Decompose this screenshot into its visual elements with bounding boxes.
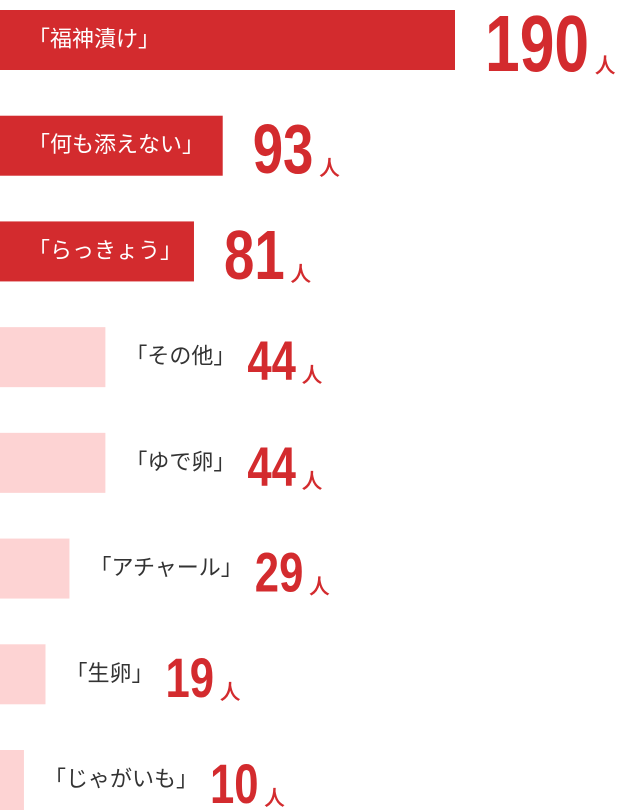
- unit-label: 人: [220, 680, 241, 704]
- category-label: 「らっきょう」: [28, 239, 182, 264]
- value-label: 19: [166, 647, 215, 709]
- bar: [0, 750, 24, 810]
- value-label: 44: [247, 436, 296, 498]
- category-label: 「じゃがいも」: [44, 768, 198, 793]
- category-label: 「何も添えない」: [28, 133, 204, 158]
- unit-label: 人: [309, 574, 330, 598]
- unit-label: 人: [595, 54, 616, 78]
- unit-label: 人: [302, 469, 323, 493]
- unit-label: 人: [319, 156, 340, 180]
- bar: [0, 221, 194, 282]
- unit-label: 人: [265, 786, 286, 810]
- bar: [0, 10, 455, 70]
- bar: [0, 538, 70, 599]
- unit-label: 人: [302, 363, 323, 387]
- value-label: 44: [247, 330, 296, 392]
- bar: [0, 327, 106, 388]
- unit-label: 人: [291, 262, 312, 286]
- category-label: 「生卵」: [66, 662, 154, 687]
- value-label: 29: [255, 541, 304, 603]
- bar: [0, 115, 223, 176]
- value-label: 190: [485, 0, 589, 89]
- category-label: 「福神漬け」: [28, 28, 160, 53]
- value-label: 93: [253, 111, 314, 189]
- value-label: 81: [224, 216, 285, 294]
- category-label: 「アチャール」: [89, 556, 242, 581]
- category-label: 「その他」: [125, 345, 235, 370]
- value-label: 10: [210, 753, 259, 811]
- bar: [0, 432, 106, 493]
- category-label: 「ゆで卵」: [125, 450, 235, 475]
- bar: [0, 644, 46, 705]
